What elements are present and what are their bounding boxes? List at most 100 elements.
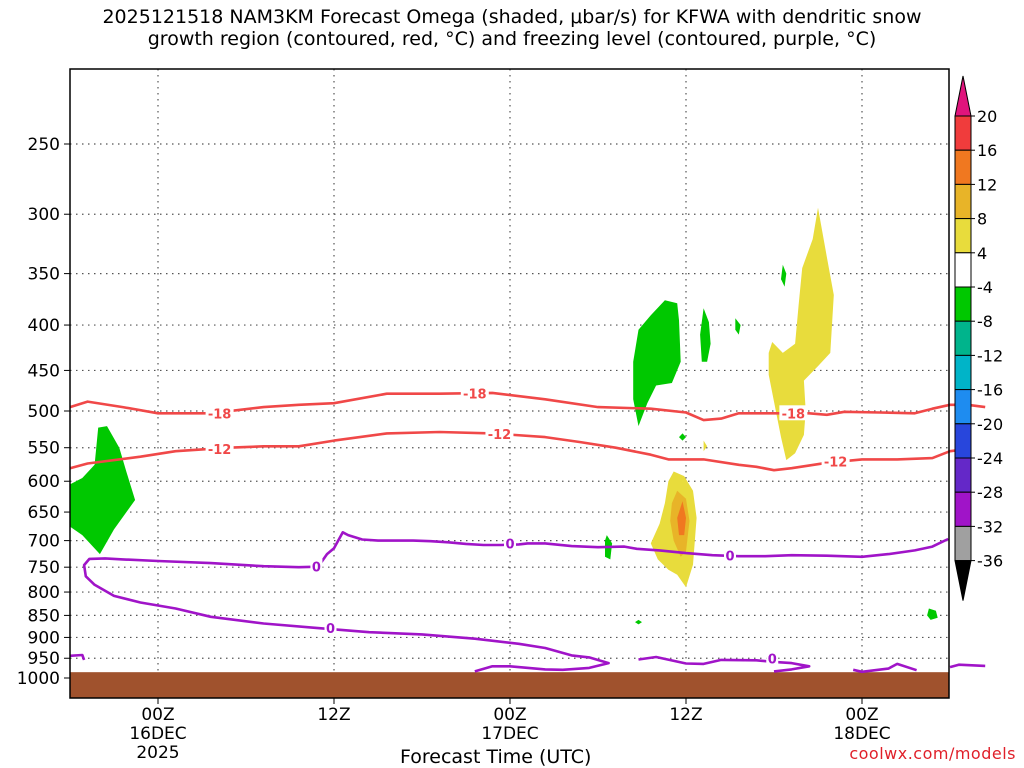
contour-zero-isotherm-far bbox=[949, 663, 986, 669]
x-axis-title: Forecast Time (UTC) bbox=[400, 746, 592, 768]
colorbar-label-5: -4 bbox=[977, 278, 993, 297]
contour-label-minus18-isotherm-2: -18 bbox=[782, 407, 806, 422]
omega-region-rise-upper bbox=[768, 207, 834, 461]
y-tick-label-1000: 1000 bbox=[17, 669, 60, 689]
y-tick-label-900: 900 bbox=[28, 628, 60, 648]
x-tick-label-0-1: 00Z bbox=[141, 705, 174, 725]
x-tick-label-0-3: 2025 bbox=[136, 743, 179, 763]
colorbar-band-8-12 bbox=[954, 183, 972, 220]
colorbar-band--28--24 bbox=[954, 457, 972, 493]
y-tick-label-350: 350 bbox=[28, 265, 60, 285]
omega-region-sink-s3 bbox=[781, 264, 787, 287]
contour-label-minus12-isotherm-2: -12 bbox=[824, 455, 848, 470]
colorbar-label-8: -16 bbox=[977, 381, 1003, 400]
y-tick-label-650: 650 bbox=[28, 503, 60, 523]
chart-title: 2025121518 NAM3KM Forecast Omega (shaded… bbox=[0, 6, 1024, 50]
omega-region-sink-s7 bbox=[927, 608, 938, 620]
y-tick-label-500: 500 bbox=[28, 402, 60, 422]
contour-label-bg-zero-isotherm-main-3 bbox=[324, 619, 337, 635]
isotherm-contours: -18 -18 -18 -12 -12 -12 0 0 0 0 0 bbox=[69, 385, 986, 674]
x-tick-label-20-1: 00Z bbox=[493, 705, 526, 725]
omega-region-sink-s6 bbox=[635, 619, 642, 625]
contour-label-bg-zero-isotherm-right-0 bbox=[766, 650, 779, 666]
y-tick-label-450: 450 bbox=[28, 361, 60, 381]
contour-label-bg-minus12-isotherm-0 bbox=[205, 441, 234, 457]
x-tick-label-40-2: 18DEC bbox=[833, 724, 890, 744]
colorbar-label-0: 20 bbox=[977, 107, 997, 126]
omega-region-sink-s4 bbox=[679, 433, 686, 441]
colorbar-extend-top bbox=[954, 75, 972, 117]
colorbar-band--16--12 bbox=[954, 354, 972, 391]
y-tick-label-850: 850 bbox=[28, 606, 60, 626]
contour-minus18-isotherm bbox=[69, 391, 986, 422]
colorbar-label-2: 12 bbox=[977, 175, 997, 194]
colorbar-label-7: -12 bbox=[977, 346, 1003, 365]
ground-fill bbox=[70, 672, 949, 698]
y-tick-label-300: 300 bbox=[28, 205, 60, 225]
colorbar-band-16-20 bbox=[954, 115, 972, 151]
x-tick-label-20-2: 17DEC bbox=[481, 724, 538, 744]
colorbar: 20 16 12 8 4 -4 -8 -12 -16 -20 -24 -28 -32 -36 bbox=[954, 75, 1003, 601]
contour-label-zero-isotherm-main-2: 0 bbox=[725, 550, 734, 565]
colorbar-band-4-8 bbox=[954, 218, 972, 254]
omega-region-sink-west bbox=[70, 426, 136, 555]
x-tick-label-10-1: 12Z bbox=[317, 705, 350, 725]
omega-region-rise-small bbox=[703, 440, 708, 452]
colorbar-label-13: -36 bbox=[977, 552, 1003, 571]
colorbar-band-12-16 bbox=[954, 149, 972, 185]
colorbar-band--4-4 bbox=[954, 252, 972, 288]
contour-label-minus18-isotherm-1: -18 bbox=[463, 388, 487, 403]
y-tick-label-700: 700 bbox=[28, 532, 60, 552]
contour-zero-isotherm-edge bbox=[69, 653, 86, 661]
plot-border bbox=[69, 68, 950, 699]
x-tick-label-0-2: 16DEC bbox=[129, 724, 186, 744]
y-axis-ticks: 2503003504004505005506006507007508008509… bbox=[17, 135, 70, 689]
omega-region-sink-s1 bbox=[700, 308, 711, 362]
colorbar-label-12: -32 bbox=[977, 517, 1003, 536]
contour-label-bg-minus18-isotherm-2 bbox=[779, 405, 808, 421]
contour-label-bg-minus12-isotherm-1 bbox=[485, 426, 514, 442]
colorbar-band--12--8 bbox=[954, 320, 972, 356]
colorbar-label-4: 4 bbox=[977, 244, 987, 263]
colorbar-band--36--32 bbox=[954, 525, 972, 562]
y-tick-label-750: 750 bbox=[28, 558, 60, 578]
contour-label-minus12-isotherm-0: -12 bbox=[208, 443, 232, 458]
contour-zero-isotherm-east bbox=[852, 662, 918, 674]
colorbar-band--24--20 bbox=[954, 423, 972, 459]
y-tick-label-400: 400 bbox=[28, 316, 60, 336]
contour-label-bg-minus18-isotherm-1 bbox=[460, 385, 489, 401]
colorbar-label-11: -28 bbox=[977, 483, 1003, 502]
omega-shading bbox=[70, 207, 938, 625]
colorbar-band--20--16 bbox=[954, 389, 972, 425]
y-tick-label-950: 950 bbox=[28, 649, 60, 669]
colorbar-extend-bottom bbox=[954, 560, 972, 601]
x-tick-label-40-1: 00Z bbox=[845, 705, 878, 725]
colorbar-band--32--28 bbox=[954, 491, 972, 527]
colorbar-label-9: -20 bbox=[977, 415, 1003, 434]
contour-label-bg-zero-isotherm-main-0 bbox=[310, 558, 323, 574]
chart-title-line-1: 2025121518 NAM3KM Forecast Omega (shaded… bbox=[102, 6, 922, 28]
colorbar-label-1: 16 bbox=[977, 141, 997, 160]
chart-title-line-2: growth region (contoured, red, °C) and f… bbox=[147, 28, 877, 50]
contour-label-bg-zero-isotherm-main-2 bbox=[724, 547, 736, 563]
contour-label-zero-isotherm-right-0: 0 bbox=[768, 653, 777, 668]
contour-minus12-isotherm bbox=[69, 430, 968, 472]
x-tick-label-30-1: 12Z bbox=[669, 705, 702, 725]
ground-layer bbox=[70, 672, 949, 698]
contour-label-minus18-isotherm-0: -18 bbox=[208, 407, 232, 422]
contour-zero-isotherm-right bbox=[638, 655, 811, 673]
colorbar-label-6: -8 bbox=[977, 312, 993, 331]
colorbar-label-3: 8 bbox=[977, 210, 987, 229]
contour-label-zero-isotherm-main-0: 0 bbox=[312, 561, 321, 576]
contour-label-bg-minus12-isotherm-2 bbox=[821, 453, 850, 469]
contour-label-zero-isotherm-main-3: 0 bbox=[326, 622, 335, 637]
contour-label-bg-zero-isotherm-main-1 bbox=[504, 535, 516, 551]
colorbar-label-10: -24 bbox=[977, 449, 1003, 468]
omega-region-rise-lower-12 bbox=[677, 501, 686, 536]
omega-region-sink-s2 bbox=[735, 318, 741, 335]
omega-region-sink-mid bbox=[633, 300, 681, 427]
y-tick-label-250: 250 bbox=[28, 135, 60, 155]
site-credit[interactable]: coolwx.com/models bbox=[849, 744, 1016, 763]
